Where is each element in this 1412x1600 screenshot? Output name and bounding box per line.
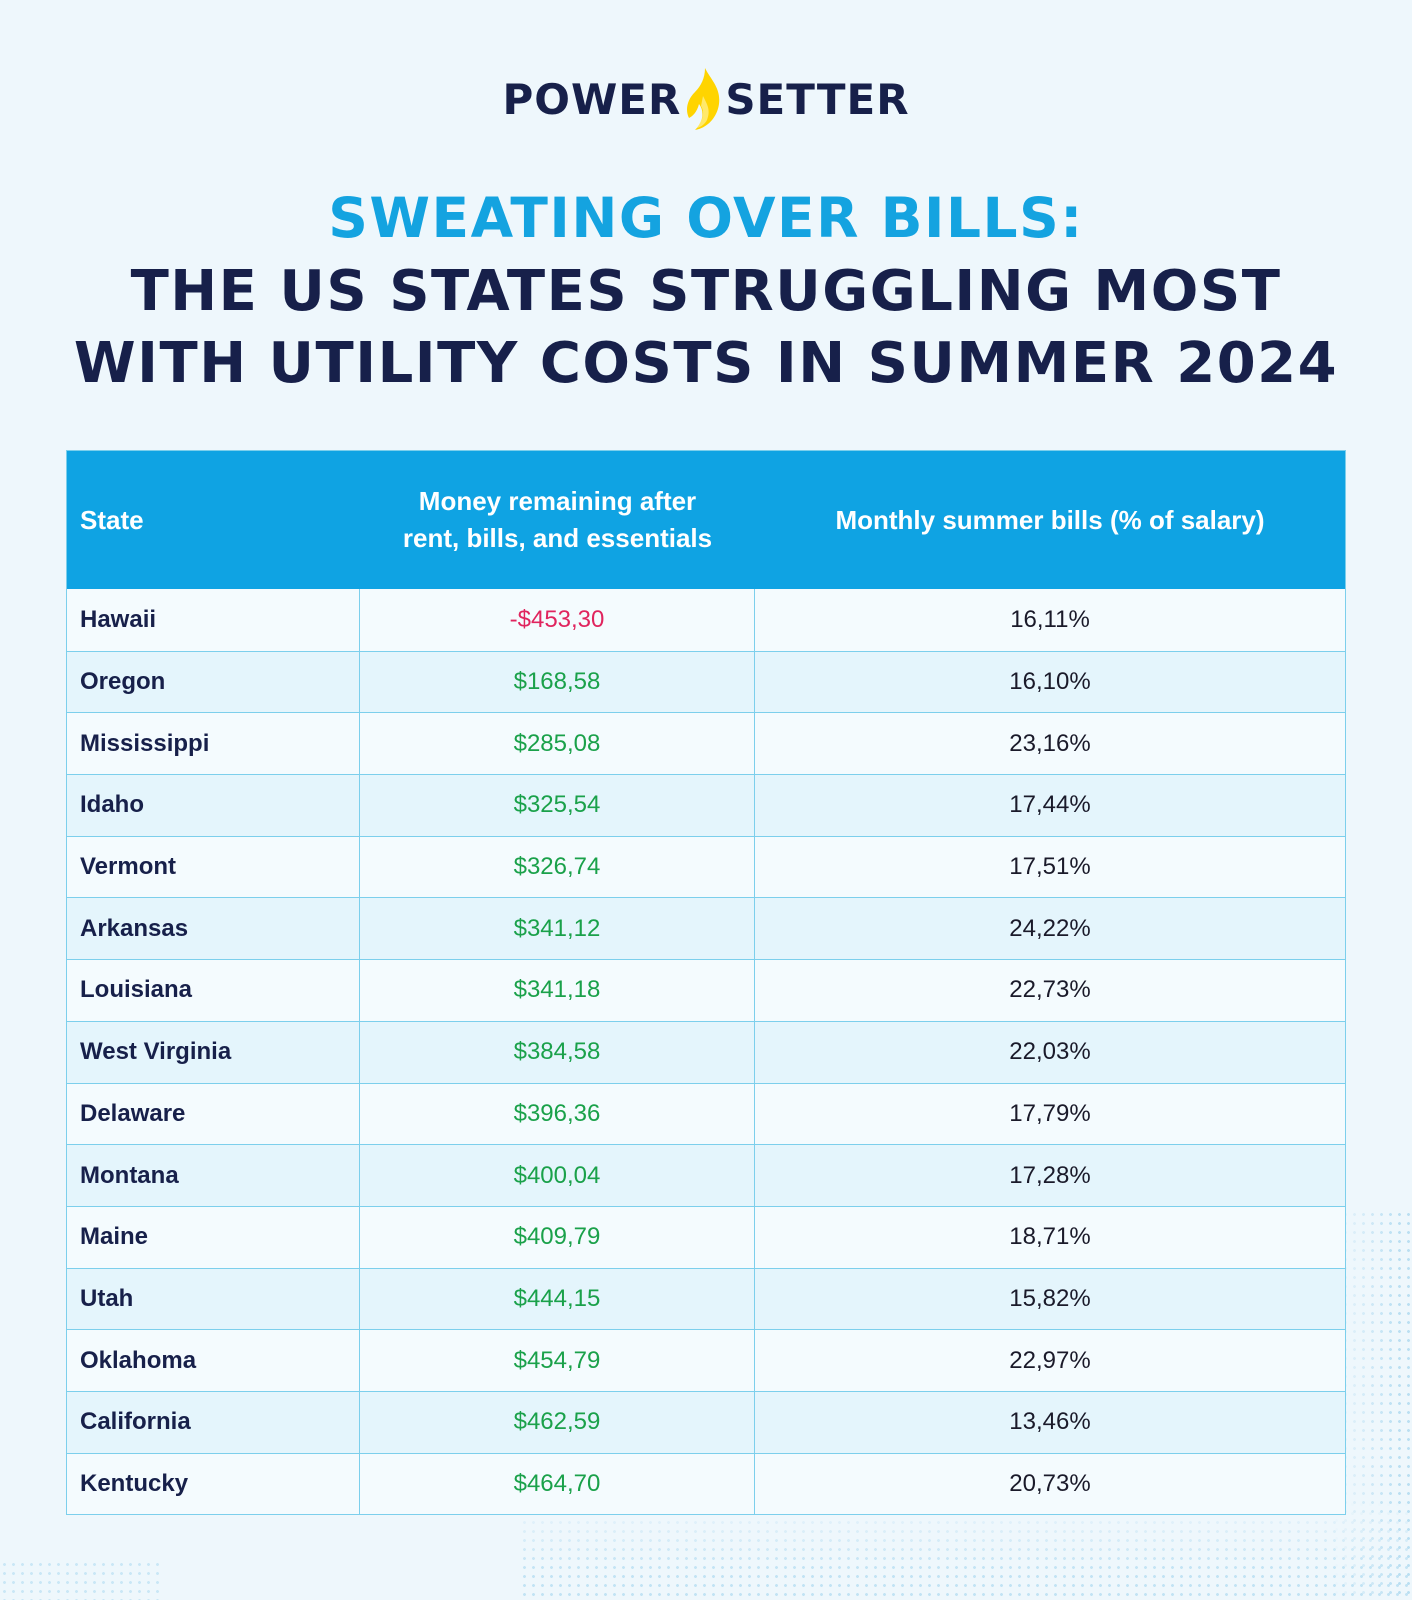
cell-state: Mississippi bbox=[67, 713, 360, 775]
table-row: California $462,59 13,46% bbox=[67, 1390, 1345, 1453]
table-row: Delaware $396,36 17,79% bbox=[67, 1082, 1345, 1145]
cell-state: California bbox=[67, 1391, 360, 1453]
cell-monthly-bills-pct: 17,79% bbox=[1009, 1099, 1091, 1127]
cell-money-remaining: $462,59 bbox=[360, 1391, 755, 1453]
cell-money-remaining: $326,74 bbox=[360, 836, 755, 898]
cell-money-remaining: $384,58 bbox=[360, 1021, 755, 1083]
table-row: Oregon $168,58 16,10% bbox=[67, 650, 1345, 713]
cell-monthly-bills-pct: 17,44% bbox=[1009, 791, 1091, 819]
flame-icon bbox=[687, 68, 720, 130]
cell-monthly-bills-pct: 20,73% bbox=[1009, 1469, 1091, 1497]
cell-monthly-bills-pct: 13,46% bbox=[1009, 1408, 1091, 1436]
cell-monthly-bills-pct: 23,16% bbox=[1009, 729, 1091, 757]
table-row: West Virginia $384,58 22,03% bbox=[67, 1020, 1345, 1083]
table-row: Montana $400,04 17,28% bbox=[67, 1144, 1345, 1206]
cell-state: Louisiana bbox=[67, 960, 360, 1021]
table-header: State Money remaining after rent, bills,… bbox=[67, 451, 1345, 589]
column-header-monthly-bills: Monthly summer bills (% of salary) bbox=[835, 504, 1265, 535]
subheadline: THE US STATES STRUGGLING MOST WITH UTILI… bbox=[0, 256, 1412, 400]
subheadline-line-1: THE US STATES STRUGGLING MOST bbox=[130, 259, 1282, 324]
cell-money-remaining: $168,58 bbox=[360, 651, 755, 713]
cell-monthly-bills-pct: 15,82% bbox=[1009, 1284, 1091, 1312]
cell-money-remaining: $341,12 bbox=[360, 898, 755, 960]
cell-monthly-bills-pct: 17,28% bbox=[1009, 1161, 1091, 1189]
cell-state: Vermont bbox=[67, 836, 360, 898]
table-row: Idaho $325,54 17,44% bbox=[67, 774, 1345, 836]
cell-state: Hawaii bbox=[67, 589, 360, 651]
logo-text-right: SETTER bbox=[725, 74, 910, 124]
cell-state: Montana bbox=[67, 1145, 360, 1206]
table-row: Louisiana $341,18 22,73% bbox=[67, 959, 1345, 1021]
cell-money-remaining: $400,04 bbox=[360, 1145, 755, 1206]
cell-state: Idaho bbox=[67, 775, 360, 836]
cell-state: Utah bbox=[67, 1268, 360, 1330]
cell-monthly-bills-pct: 16,11% bbox=[1010, 605, 1090, 633]
cell-state: Delaware bbox=[67, 1083, 360, 1145]
cell-monthly-bills-pct: 18,71% bbox=[1009, 1223, 1091, 1251]
cell-money-remaining: $341,18 bbox=[360, 960, 755, 1021]
logo-text-left: POWER bbox=[502, 74, 682, 124]
cell-money-remaining: $325,54 bbox=[360, 775, 755, 836]
cell-money-remaining: $285,08 bbox=[360, 713, 755, 775]
cell-state: Oklahoma bbox=[67, 1330, 360, 1391]
cell-monthly-bills-pct: 17,51% bbox=[1009, 853, 1091, 881]
cell-money-remaining: $454,79 bbox=[360, 1330, 755, 1391]
column-header-money-remaining: Money remaining after rent, bills, and e… bbox=[402, 486, 713, 553]
table-row: Vermont $326,74 17,51% bbox=[67, 835, 1345, 898]
cell-state: Arkansas bbox=[67, 898, 360, 960]
table-row: Utah $444,15 15,82% bbox=[67, 1267, 1345, 1330]
table-row: Hawaii -$453,30 16,11% bbox=[67, 589, 1345, 651]
subheadline-line-2: WITH UTILITY COSTS IN SUMMER 2024 bbox=[73, 331, 1339, 396]
cell-money-remaining: $444,15 bbox=[360, 1268, 755, 1330]
table-body: Hawaii -$453,30 16,11% Oregon $168,58 16,10% M… bbox=[67, 589, 1345, 1515]
cell-monthly-bills-pct: 22,97% bbox=[1009, 1346, 1091, 1374]
cell-monthly-bills-pct: 22,03% bbox=[1009, 1038, 1091, 1066]
cell-monthly-bills-pct: 24,22% bbox=[1009, 914, 1091, 942]
cell-state: Maine bbox=[67, 1206, 360, 1268]
cell-money-remaining: $409,79 bbox=[360, 1206, 755, 1268]
table-row: Mississippi $285,08 23,16% bbox=[67, 712, 1345, 775]
table-row: Oklahoma $454,79 22,97% bbox=[67, 1329, 1345, 1391]
cell-state: Oregon bbox=[67, 651, 360, 713]
cell-money-remaining: -$453,30 bbox=[360, 589, 755, 651]
cell-state: Kentucky bbox=[67, 1453, 360, 1515]
cell-monthly-bills-pct: 16,10% bbox=[1009, 668, 1091, 696]
brand-logo: POWER SETTER bbox=[0, 66, 1412, 132]
table-row: Arkansas $341,12 24,22% bbox=[67, 897, 1345, 960]
table-row: Kentucky $464,70 20,73% bbox=[67, 1452, 1345, 1515]
cell-state: West Virginia bbox=[67, 1021, 360, 1083]
column-header-state: State bbox=[80, 504, 144, 535]
headline: SWEATING OVER BILLS: bbox=[328, 186, 1084, 250]
decorative-dots-left bbox=[0, 1560, 160, 1600]
cell-money-remaining: $464,70 bbox=[360, 1453, 755, 1515]
cell-monthly-bills-pct: 22,73% bbox=[1009, 976, 1091, 1004]
utility-cost-table: State Money remaining after rent, bills,… bbox=[66, 450, 1346, 1516]
cell-money-remaining: $396,36 bbox=[360, 1083, 755, 1145]
table-row: Maine $409,79 18,71% bbox=[67, 1205, 1345, 1268]
